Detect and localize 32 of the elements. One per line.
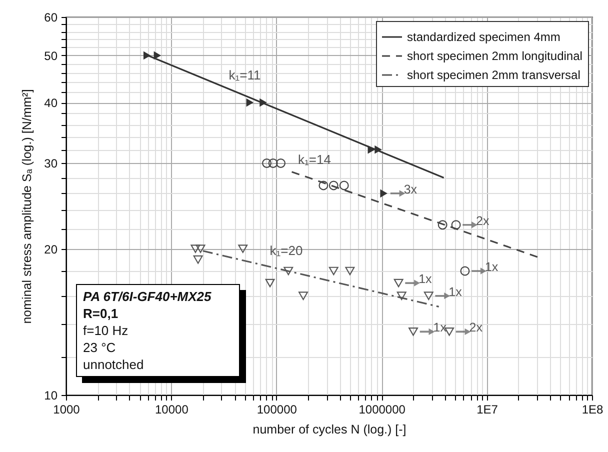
annotation: 2x (469, 320, 484, 335)
y-tick-label: 50 (44, 48, 58, 63)
x-tick-label: 1000 (53, 402, 80, 416)
y-tick-label: 60 (44, 10, 58, 24)
annotation: 1x (433, 320, 448, 335)
y-tick-label: 30 (44, 156, 58, 171)
annotation: R=0,1 (83, 305, 120, 322)
legend-label: short specimen 2mm transversal (407, 68, 580, 82)
y-tick-label: 20 (44, 242, 58, 256)
legend-label: short specimen 2mm longitudinal (407, 49, 582, 63)
annotation: PA 6T/6I-GF40+MX25 (83, 288, 212, 305)
x-tick-label: 1E7 (476, 402, 498, 416)
annotation: unnotched (83, 356, 145, 373)
y-axis-title: nominal stress amplitude Sₐ (log.) [N/mm²] (20, 89, 34, 324)
x-tick-label: 1E8 (582, 402, 604, 416)
annotation: 23 °C (83, 339, 117, 356)
legend-label: standardized specimen 4mm (407, 30, 560, 44)
annotation: f=10 Hz (83, 322, 130, 339)
x-axis-title: number of cycles N (log.) [-] (252, 422, 406, 436)
annotation: k₁=11 (228, 67, 261, 82)
x-tick-label: 1000000 (358, 402, 406, 416)
annotation: 1x (448, 284, 463, 299)
annotation: 2x (476, 214, 490, 228)
y-tick-label: 10 (44, 388, 58, 402)
x-tick-label: 100000 (256, 402, 298, 416)
annotation: 1x (418, 272, 433, 286)
annotation: 3x (404, 182, 418, 196)
y-tick-label: 40 (44, 96, 58, 110)
annotation: k₁=14 (298, 152, 331, 168)
x-tick-label: 10000 (155, 402, 189, 416)
annotation: k₁=20 (270, 242, 303, 258)
annotation: 1x (484, 260, 499, 274)
